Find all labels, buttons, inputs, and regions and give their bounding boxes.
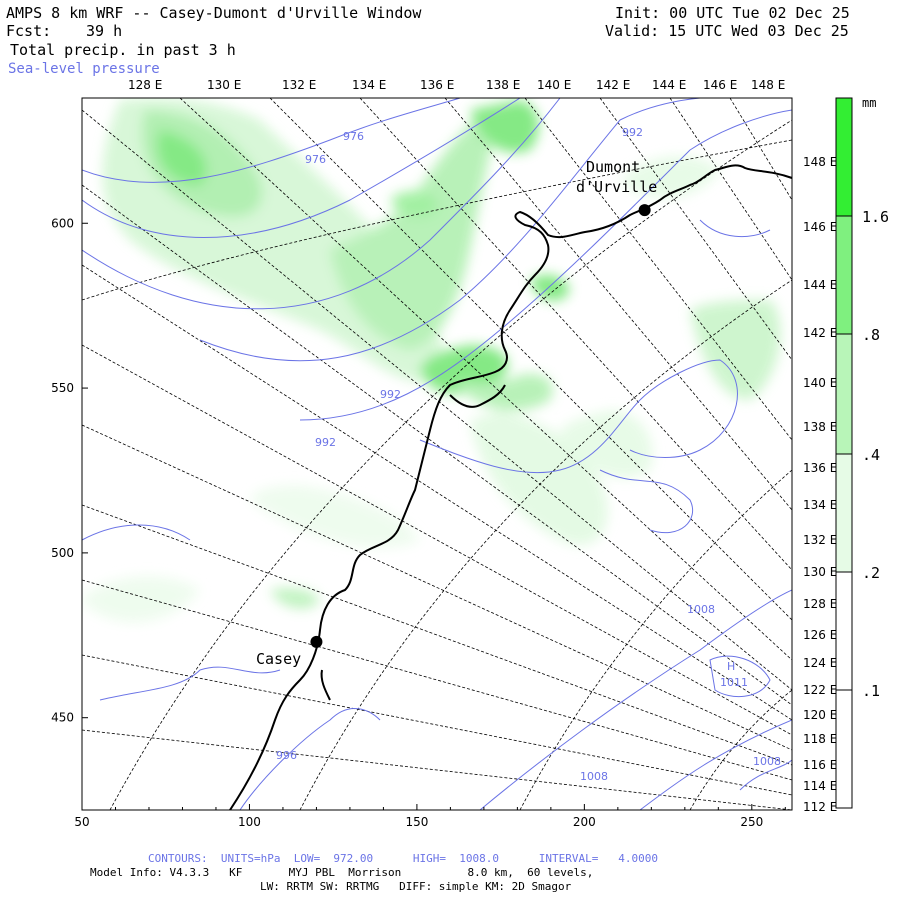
pressure-label: 992	[315, 436, 336, 449]
init-time: Init: 00 UTC Tue 02 Dec 25	[615, 4, 850, 22]
forecast-hours: 39 h	[86, 22, 123, 40]
top-longitude-label: 132 E	[282, 78, 317, 92]
pressure-label: 1011	[720, 676, 748, 689]
right-longitude-label: 144 E	[803, 278, 838, 292]
right-longitude-label: 112 E	[803, 800, 838, 814]
right-longitude-label: 118 E	[803, 732, 838, 746]
x-tick-label: 250	[740, 815, 763, 829]
right-longitude-label: 120 E	[803, 708, 838, 722]
pressure-label: 1008	[753, 755, 781, 768]
map-title: AMPS 8 km WRF -- Casey-Dumont d'Urville …	[6, 4, 422, 22]
x-axis-ticks: 50 100 150 200 250	[74, 804, 786, 829]
station-label-dumont: Dumont	[586, 158, 641, 176]
top-longitude-label: 138 E	[486, 78, 521, 92]
colorbar-label: .4	[862, 446, 881, 464]
right-longitude-label: 114 E	[803, 779, 838, 793]
right-longitude-label: 146 E	[803, 220, 838, 234]
x-tick-label: 100	[238, 815, 261, 829]
pressure-label: 1008	[687, 603, 715, 616]
pressure-label: 976	[343, 130, 364, 143]
field-description: Total precip. in past 3 h	[10, 41, 236, 59]
pressure-label: 996	[276, 749, 297, 762]
model-info: Model Info: V4.3.3 KF MYJ PBL Morrison 8…	[90, 866, 594, 879]
top-longitude-label: 128 E	[128, 78, 163, 92]
overlay-description: Sea-level pressure	[8, 61, 160, 77]
valid-time: Valid: 15 UTC Wed 03 Dec 25	[605, 22, 849, 40]
right-longitude-label: 128 E	[803, 597, 838, 611]
top-longitude-label: 148 E	[751, 78, 786, 92]
right-longitude-label: 124 E	[803, 656, 838, 670]
colorbar-label: 1.6	[862, 208, 890, 226]
y-tick-label: 550	[51, 381, 74, 395]
x-tick-label: 50	[74, 815, 89, 829]
colorbar-label: .8	[862, 326, 881, 344]
y-tick-label: 450	[51, 711, 74, 725]
right-longitude-label: 140 E	[803, 376, 838, 390]
x-tick-label: 200	[573, 815, 596, 829]
right-longitude-label: 116 E	[803, 758, 838, 772]
right-longitude-label: 142 E	[803, 326, 838, 340]
colorbar-unit: mm	[862, 96, 877, 110]
right-longitude-label: 138 E	[803, 420, 838, 434]
right-longitude-label: 134 E	[803, 498, 838, 512]
pressure-label: 992	[380, 388, 401, 401]
pressure-label: 1008	[580, 770, 608, 783]
coastline	[229, 164, 792, 810]
top-longitude-label: 142 E	[596, 78, 631, 92]
colorbar-label: .2	[862, 564, 881, 582]
right-longitude-label: 136 E	[803, 461, 838, 475]
top-longitude-label: 134 E	[352, 78, 387, 92]
top-longitude-label: 146 E	[703, 78, 738, 92]
right-longitude-label: 126 E	[803, 628, 838, 642]
right-longitude-label: 130 E	[803, 565, 838, 579]
top-longitude-label: 144 E	[652, 78, 687, 92]
colorbar-label: .1	[862, 682, 881, 700]
lat-lon-grid	[82, 98, 792, 810]
station-marker	[638, 204, 651, 217]
top-longitude-label: 130 E	[207, 78, 242, 92]
y-tick-label: 500	[51, 546, 74, 560]
top-longitude-label: 140 E	[537, 78, 572, 92]
y-axis-ticks: 600 550 500 450	[51, 216, 88, 725]
contour-info: CONTOURS: UNITS=hPa LOW= 972.00 HIGH= 10…	[148, 852, 658, 865]
map-frame	[81, 97, 793, 811]
stations-layer	[310, 204, 651, 648]
high-pressure-marker: H	[727, 660, 736, 673]
station-marker	[310, 635, 323, 648]
top-longitude-label: 136 E	[420, 78, 455, 92]
right-longitude-label: 132 E	[803, 533, 838, 547]
forecast-label: Fcst:	[6, 22, 52, 40]
x-tick-label: 150	[405, 815, 428, 829]
model-info-physics: LW: RRTM SW: RRTMG DIFF: simple KM: 2D S…	[260, 880, 572, 893]
precip-shading	[82, 98, 781, 623]
pressure-label: 992	[622, 126, 643, 139]
pressure-label: 976	[305, 153, 326, 166]
pressure-contours	[82, 98, 792, 810]
right-longitude-label: 122 E	[803, 683, 838, 697]
y-tick-label: 600	[51, 216, 74, 230]
station-label-durville: d'Urville	[576, 178, 658, 196]
right-longitude-label: 148 E	[803, 155, 838, 169]
station-label-casey: Casey	[256, 650, 302, 668]
